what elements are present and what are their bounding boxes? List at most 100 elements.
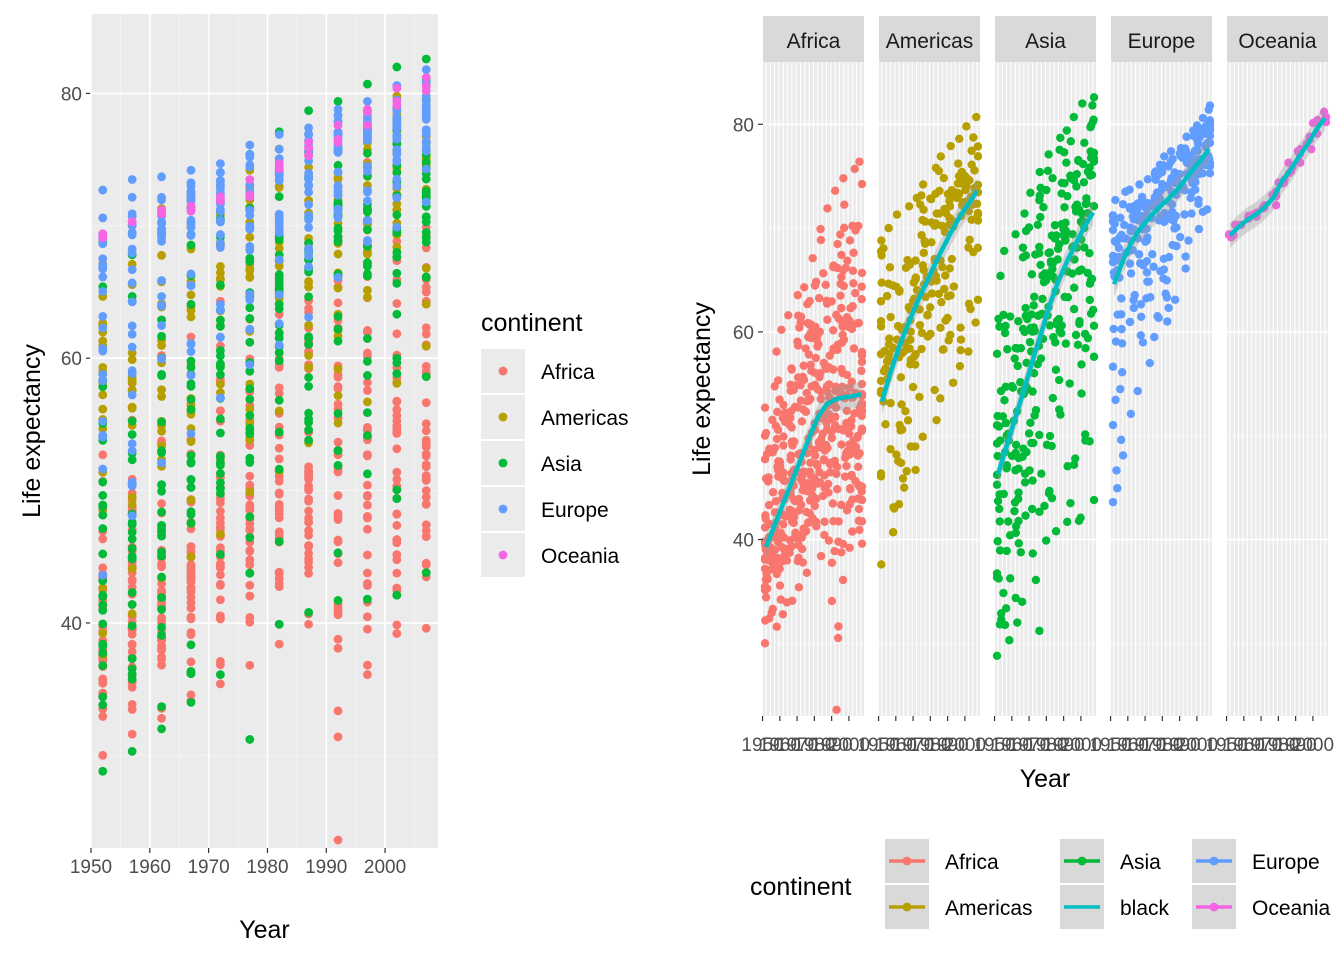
data-point — [127, 403, 137, 413]
data-point — [157, 370, 166, 379]
data-point — [363, 524, 372, 534]
data-point — [1159, 265, 1169, 274]
data-point — [157, 531, 166, 541]
data-point — [215, 613, 225, 623]
data-point — [245, 591, 255, 601]
data-point — [1133, 386, 1142, 396]
data-point — [421, 419, 431, 429]
data-point — [1043, 166, 1053, 176]
data-point — [800, 283, 809, 292]
data-point — [1187, 209, 1196, 218]
data-point — [304, 474, 314, 483]
data-point — [304, 485, 314, 495]
data-point — [1108, 420, 1118, 430]
data-point — [127, 446, 137, 456]
data-point — [1004, 517, 1013, 526]
data-point — [1193, 146, 1202, 155]
data-point — [837, 440, 846, 449]
data-point — [940, 227, 950, 237]
data-point — [98, 628, 108, 638]
data-point — [186, 347, 196, 356]
x-tick-label: 1980 — [1257, 735, 1299, 756]
data-point — [923, 311, 932, 320]
data-point — [932, 276, 941, 285]
data-point — [392, 210, 402, 220]
data-point — [274, 162, 284, 172]
data-point — [857, 366, 866, 376]
data-point — [1059, 148, 1069, 157]
data-point — [245, 245, 255, 255]
data-point — [918, 180, 928, 189]
data-point — [1068, 269, 1077, 278]
data-point — [949, 282, 959, 291]
data-point — [911, 256, 920, 265]
data-point — [333, 446, 343, 456]
data-point — [844, 429, 854, 438]
data-point — [304, 151, 314, 161]
data-point — [768, 415, 777, 425]
data-point — [304, 506, 314, 516]
x-tick-label: 1950 — [1205, 735, 1247, 756]
data-point — [215, 207, 225, 216]
data-point — [186, 356, 196, 366]
y-axis-title: Life expectancy — [18, 344, 46, 518]
data-point — [98, 700, 108, 710]
data-point — [903, 255, 912, 265]
data-point — [245, 140, 255, 150]
data-point — [215, 550, 225, 559]
data-point — [898, 474, 908, 483]
data-point — [392, 629, 402, 638]
data-point — [304, 129, 314, 139]
data-point — [127, 321, 137, 331]
data-point — [392, 509, 402, 519]
data-point — [1031, 575, 1041, 585]
data-point — [1109, 324, 1118, 334]
data-point — [363, 148, 372, 158]
data-point — [1126, 269, 1136, 278]
data-point — [773, 407, 782, 417]
data-point — [848, 527, 857, 536]
data-point — [1142, 268, 1152, 277]
data-point — [1051, 527, 1061, 536]
data-point — [127, 227, 137, 237]
data-point — [304, 362, 314, 372]
data-point — [186, 281, 196, 291]
data-point — [157, 524, 166, 534]
data-point — [1000, 328, 1010, 338]
data-point — [1168, 154, 1177, 164]
data-point — [802, 568, 812, 577]
data-point — [1042, 440, 1052, 450]
data-point — [363, 235, 372, 245]
data-point — [98, 344, 108, 353]
data-point — [1159, 217, 1169, 227]
data-point — [1117, 230, 1126, 240]
data-point — [157, 654, 166, 664]
data-point — [274, 130, 284, 139]
data-point — [363, 285, 372, 295]
data-point — [1087, 121, 1096, 130]
data-point — [304, 200, 314, 210]
data-point — [1089, 93, 1099, 102]
data-point — [1014, 494, 1023, 504]
data-point — [333, 634, 343, 644]
data-point — [186, 584, 196, 594]
data-point — [333, 111, 343, 121]
data-point — [882, 291, 892, 301]
data-point — [392, 568, 402, 578]
data-point — [970, 166, 979, 175]
data-point — [1053, 255, 1062, 264]
data-point — [1204, 105, 1213, 114]
data-point — [421, 272, 431, 282]
data-point — [421, 125, 431, 135]
data-point — [1125, 202, 1134, 212]
data-point — [215, 529, 225, 539]
data-point — [186, 564, 196, 573]
data-point — [830, 546, 839, 556]
data-point — [927, 218, 936, 227]
data-point — [820, 446, 830, 455]
data-point — [920, 239, 930, 248]
data-point — [829, 516, 838, 526]
data-point — [808, 254, 817, 263]
data-point — [857, 495, 867, 505]
data-point — [186, 405, 196, 414]
